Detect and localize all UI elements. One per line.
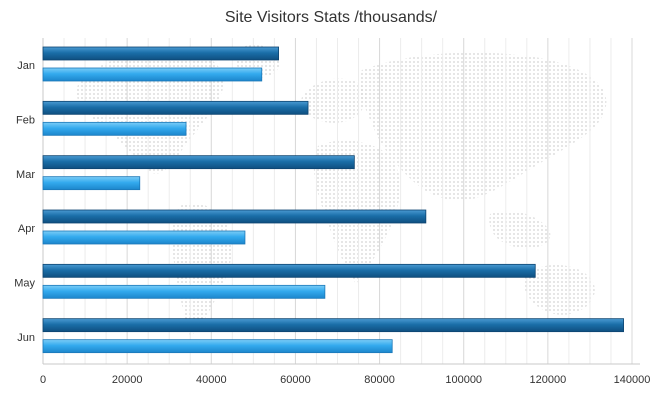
bar-mar-series-1[interactable] [42, 155, 355, 170]
category-label-apr: Apr [18, 223, 35, 235]
bar-feb-series-1[interactable] [42, 100, 309, 115]
x-tick-label: 80000 [364, 374, 395, 386]
bar-jun-series-2[interactable] [42, 339, 393, 354]
x-tick-labels: 0 20000 40000 60000 80000 100000 120000 140000 [40, 374, 650, 386]
map-australia [523, 265, 595, 315]
category-labels: Jan Feb Mar Apr May Jun [14, 60, 35, 344]
bar-jan-series-2[interactable] [42, 67, 263, 82]
map-southeast-asia [489, 210, 551, 249]
gridlines [63, 38, 633, 364]
x-tick-label: 20000 [112, 374, 143, 386]
bar-may-series-2[interactable] [42, 284, 326, 299]
bar-jun-series-1[interactable] [42, 318, 624, 333]
x-tick-label: 60000 [280, 374, 311, 386]
bar-apr-series-1[interactable] [42, 209, 427, 224]
category-label-may: May [14, 278, 35, 290]
category-label-mar: Mar [16, 169, 35, 181]
category-label-jun: Jun [17, 332, 35, 344]
x-tick-label: 40000 [196, 374, 227, 386]
bar-jan-series-1[interactable] [42, 46, 280, 61]
map-europe [301, 78, 367, 123]
x-tick-label: 140000 [614, 374, 651, 386]
x-tick-label: 0 [40, 374, 46, 386]
bar-mar-series-2[interactable] [42, 176, 141, 191]
x-tick-label: 120000 [529, 374, 566, 386]
category-label-jan: Jan [17, 60, 35, 72]
map-asia [358, 52, 607, 201]
bars [42, 46, 624, 354]
chart-title: Site Visitors Stats /thousands/ [225, 9, 438, 26]
bar-apr-series-2[interactable] [42, 230, 246, 245]
category-label-feb: Feb [16, 115, 35, 127]
bar-may-series-1[interactable] [42, 263, 536, 278]
bar-feb-series-2[interactable] [42, 121, 187, 136]
x-tick-label: 100000 [445, 374, 482, 386]
